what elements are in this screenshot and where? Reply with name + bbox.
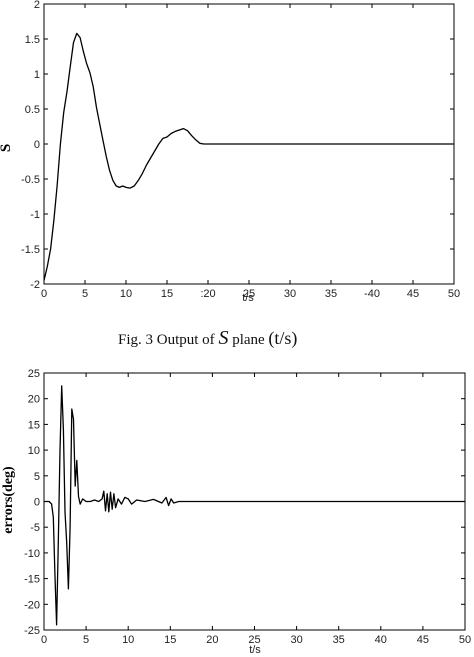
caption-prefix: Fig. 3 Output of (118, 332, 218, 348)
x-tick-label: 50 (448, 288, 460, 300)
y-tick-label: -0.5 (21, 174, 40, 186)
y-tick-label: 5 (34, 471, 40, 483)
y-tick-label: -5 (30, 522, 40, 534)
s-plane-chart: 0 5 10 15 :20 25 30 35 -40 45 50 -2 -1.5 -1 -0.5 0 0.5 1 1… (0, 0, 460, 304)
y-tick-label: 25 (28, 368, 40, 380)
x-axis-label: t/s (249, 644, 261, 656)
y-tick-label: -15 (24, 574, 40, 586)
x-axis-label: t/s (242, 292, 254, 304)
x-tick-label: 45 (417, 634, 429, 646)
x-tick-label: 15 (164, 634, 176, 646)
marks: 0 5 10 15 :20 25 30 35 -40 45 50 -2 -1.5 -1 -0.5 0 0.5 1 1… (21, 0, 460, 300)
x-tick-label: 10 (120, 288, 132, 300)
x-tick-label: 30 (290, 634, 302, 646)
series-line (43, 32, 454, 281)
x-tick-label: 0 (41, 288, 47, 300)
y-tick-label: 0 (34, 497, 40, 509)
x-tick-label: 35 (333, 634, 345, 646)
y-tick-label: -2 (30, 279, 40, 291)
figure-caption: Fig. 3 Output of S plane (t/s) (118, 327, 297, 349)
y-tick-label: -20 (24, 599, 40, 611)
y-tick-label: 15 (28, 419, 40, 431)
y-tick-label: -25 (24, 625, 40, 637)
marks: 0 5 10 15 20 25 30 35 40 45 50 -25 -20 -15 -10 -5 0 5 10 15… (24, 368, 471, 646)
x-tick-label: 25 (248, 634, 260, 646)
x-tick-label: 5 (82, 288, 88, 300)
y-axis-label: S (0, 144, 14, 152)
y-tick-label: 20 (28, 394, 40, 406)
caption-middle: plane (228, 332, 268, 348)
x-tick-label: 30 (284, 288, 296, 300)
y-tick-label: -1.5 (21, 244, 40, 256)
x-tick-label: 50 (459, 634, 471, 646)
x-tick-label: -40 (364, 288, 380, 300)
y-tick-label: 0.5 (25, 104, 40, 116)
x-tick-label: :20 (200, 288, 215, 300)
y-tick-label: 0 (34, 139, 40, 151)
y-tick-label: -1 (30, 209, 40, 221)
x-tick-label: 35 (325, 288, 337, 300)
x-tick-label: 45 (407, 288, 419, 300)
y-tick-label: 1.5 (25, 34, 40, 46)
y-tick-label: 2 (34, 0, 40, 11)
caption-unit: (t/s) (268, 328, 297, 349)
y-tick-label: 10 (28, 445, 40, 457)
x-tick-label: 5 (83, 634, 89, 646)
x-tick-label: 10 (122, 634, 134, 646)
y-tick-label: -10 (24, 548, 40, 560)
x-tick-label: 20 (206, 634, 218, 646)
x-tick-label: 40 (375, 634, 387, 646)
series-line (44, 385, 465, 626)
x-tick-label: 15 (161, 288, 173, 300)
y-tick-label: 1 (34, 69, 40, 81)
x-tick-label: 25 (243, 288, 255, 300)
caption-symbol: S (218, 327, 228, 349)
errors-chart: 0 5 10 15 20 25 30 35 40 45 50 -25 -20 -15 -10 -5 0 5 10 15… (1, 368, 471, 656)
x-tick-label: 0 (41, 634, 47, 646)
y-axis-label: errors(deg) (1, 466, 16, 534)
